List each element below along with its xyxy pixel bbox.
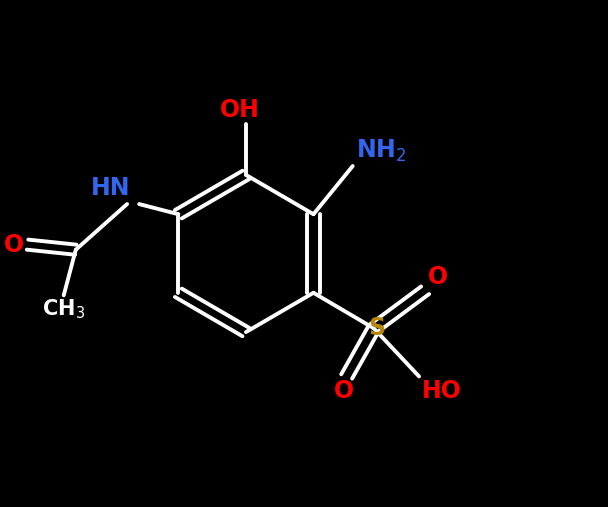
Text: OH: OH: [220, 98, 260, 122]
Text: O: O: [428, 265, 448, 289]
Text: HO: HO: [422, 379, 462, 403]
Text: S: S: [368, 316, 385, 340]
Text: NH$_2$: NH$_2$: [356, 137, 406, 164]
Text: O: O: [4, 233, 24, 257]
Text: HN: HN: [91, 176, 130, 200]
Text: O: O: [334, 379, 354, 403]
Text: CH$_3$: CH$_3$: [42, 298, 85, 321]
